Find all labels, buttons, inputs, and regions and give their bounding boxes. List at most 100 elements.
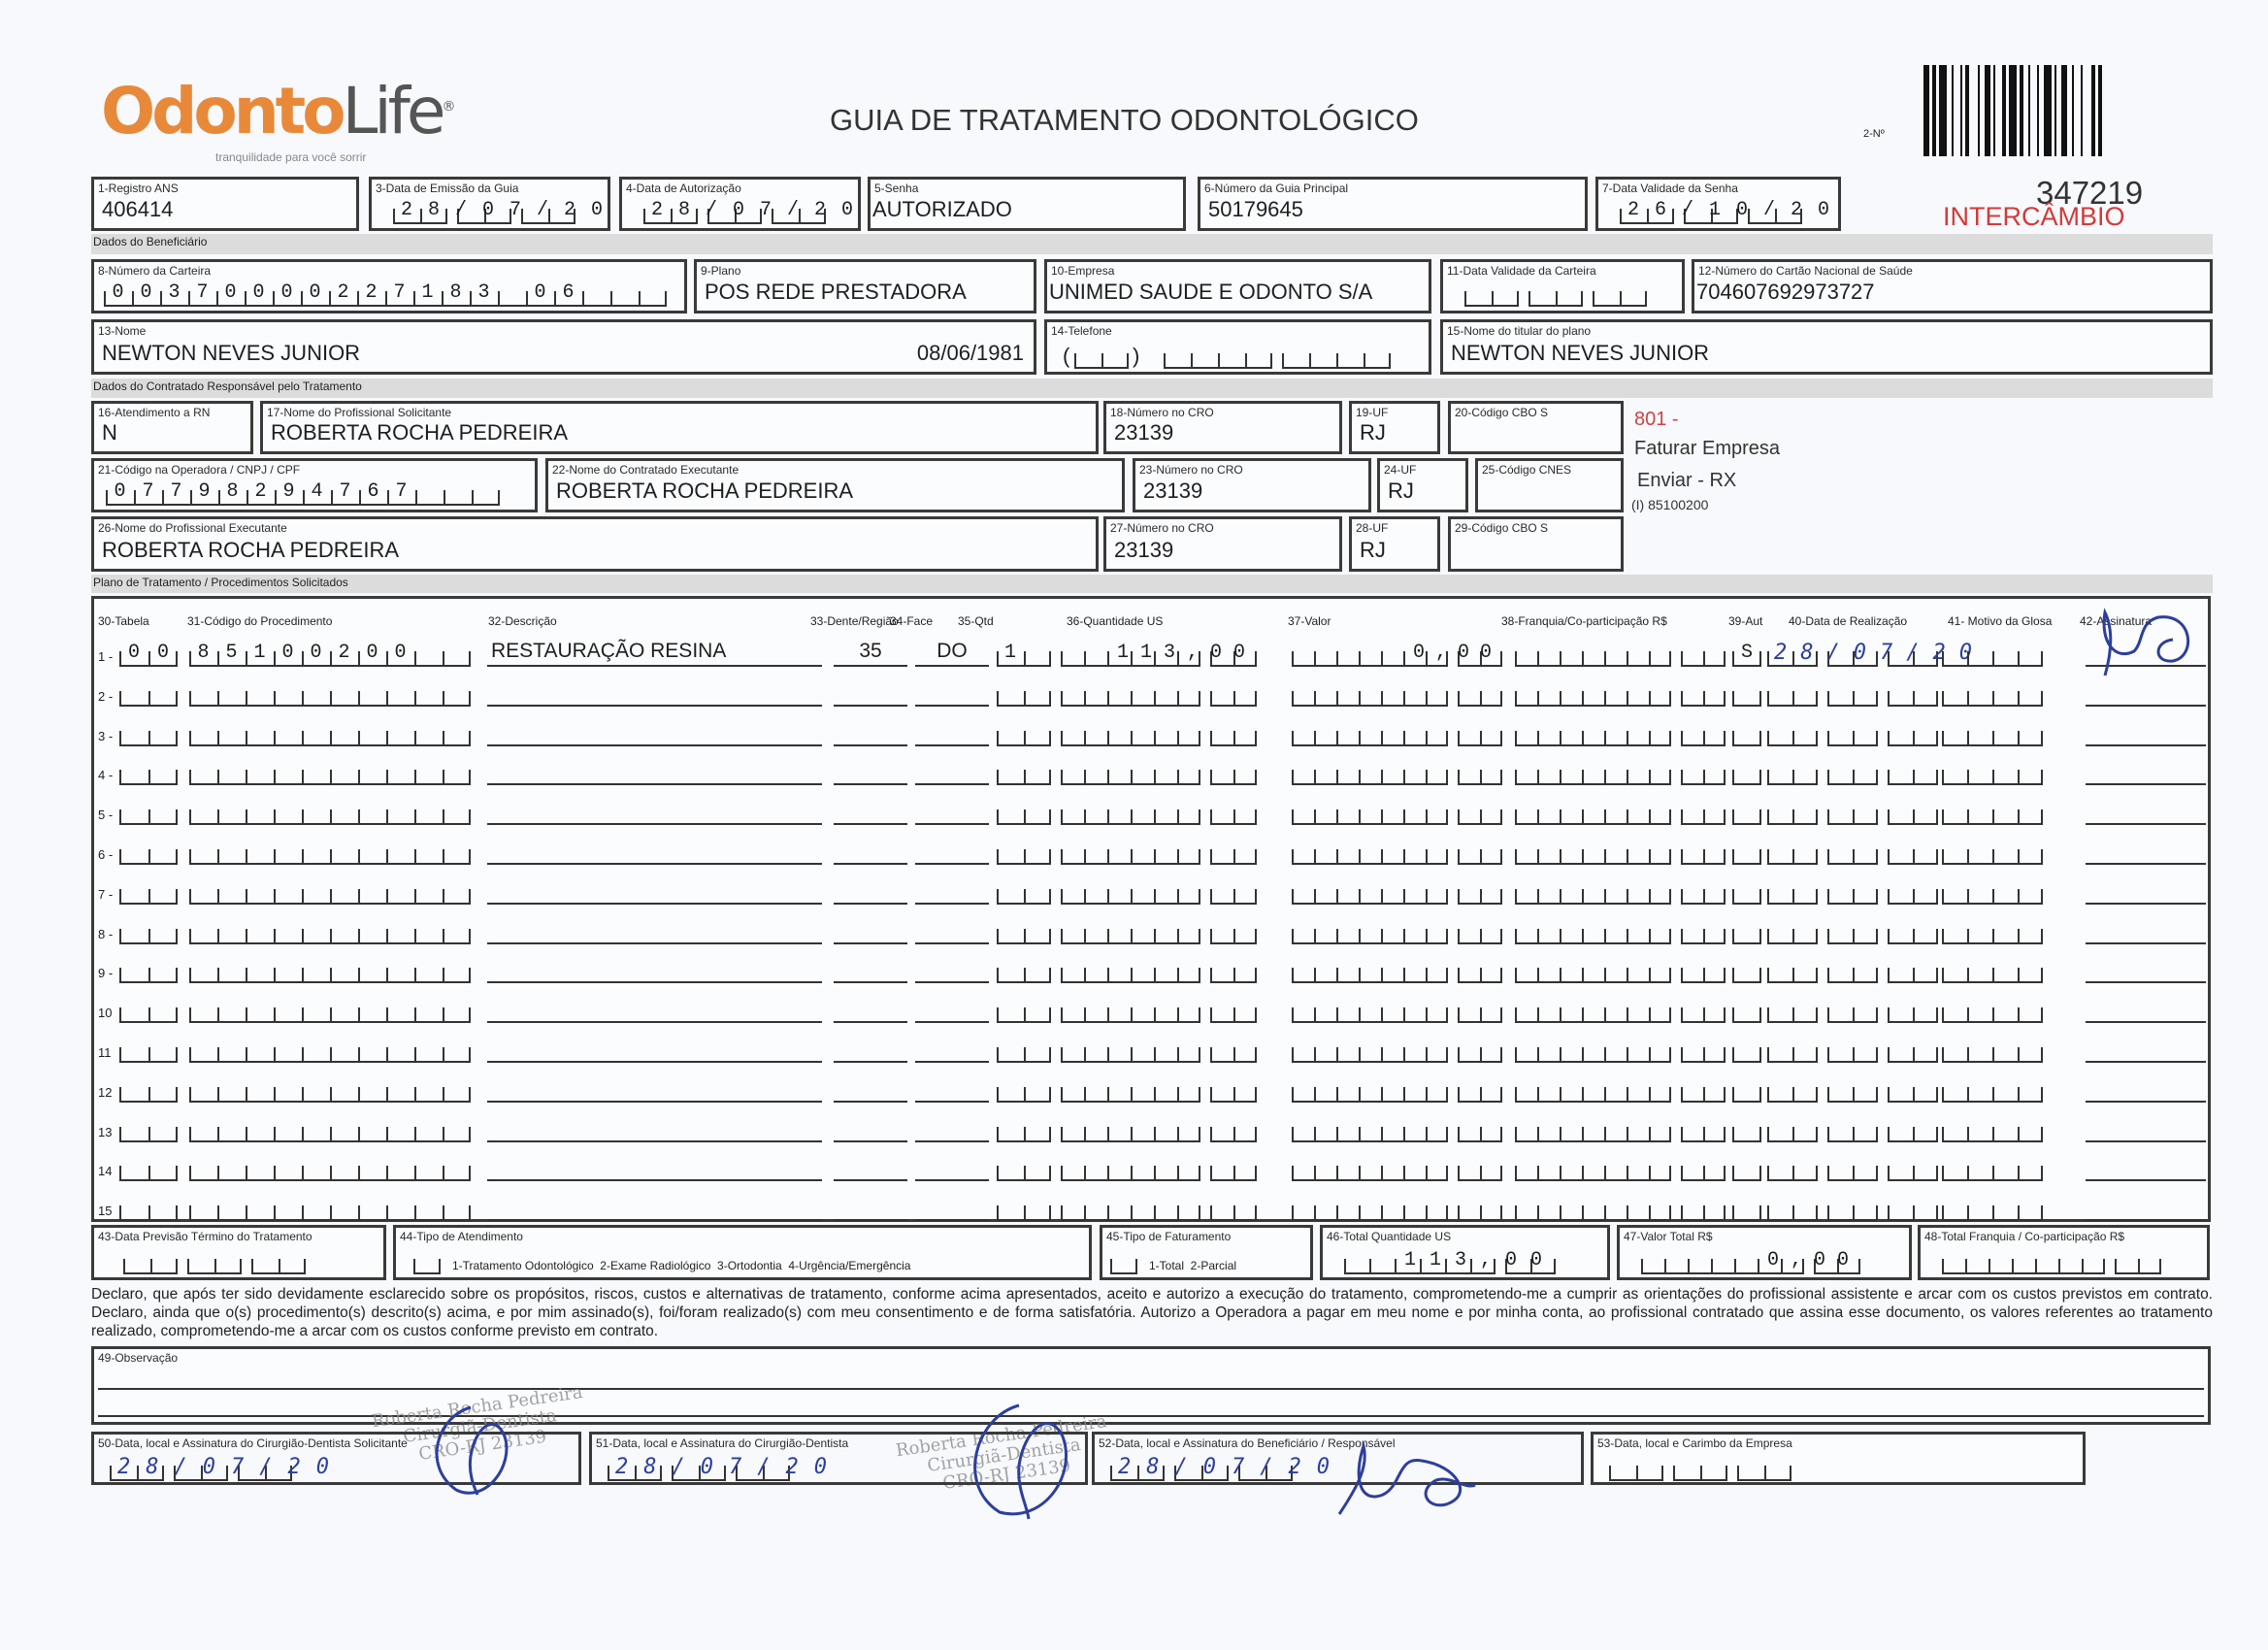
face-field[interactable] (915, 1219, 989, 1222)
data-field[interactable] (1767, 958, 1938, 984)
assinatura-field[interactable] (2086, 902, 2206, 905)
comb-field[interactable]: 00370000227183 06 (104, 281, 667, 307)
assinatura-field[interactable] (2086, 1219, 2206, 1222)
comb-field[interactable] (413, 1249, 441, 1274)
dente-field[interactable] (834, 1100, 907, 1103)
qtd-field[interactable] (997, 879, 1051, 905)
field-uf-28[interactable]: 28-UF RJ (1349, 516, 1440, 572)
assinatura-field[interactable] (2086, 823, 2206, 826)
motivo-field[interactable] (1942, 800, 2043, 826)
qtd-field[interactable] (997, 721, 1051, 746)
valor-field[interactable] (1292, 1038, 1502, 1063)
field-tipo-faturamento[interactable]: 45-Tipo de Faturamento 1-Total 2-Parcial (1100, 1225, 1313, 1280)
field-observacao[interactable]: 49-Observação (91, 1346, 2211, 1425)
descricao-field[interactable] (487, 1061, 822, 1063)
field-profissional-executante[interactable]: 26-Nome do Profissional Executante ROBERT… (91, 516, 1099, 572)
franquia-field[interactable] (1515, 760, 1726, 786)
qtd-field[interactable] (997, 1196, 1051, 1222)
field-guia-principal[interactable]: 6-Número da Guia Principal 50179645 (1198, 177, 1588, 231)
dente-field[interactable]: 35 (834, 640, 907, 667)
assinatura-field[interactable] (2086, 1061, 2206, 1063)
field-cartao-nacional-saude[interactable]: 12-Número do Cartão Nacional de Saúde 704… (1692, 259, 2213, 314)
motivo-field[interactable] (1942, 998, 2043, 1024)
codigo-field[interactable] (189, 800, 471, 826)
descricao-field[interactable] (487, 823, 822, 826)
franquia-field[interactable] (1515, 1156, 1726, 1182)
motivo-field[interactable] (1942, 1077, 2043, 1103)
descricao-field[interactable] (487, 941, 822, 944)
data-field[interactable] (1767, 1156, 1938, 1182)
dente-field[interactable] (834, 863, 907, 865)
qtd-field[interactable] (997, 840, 1051, 865)
field-data-autorizacao[interactable]: 4-Data de Autorização 28/07/20 (619, 177, 861, 231)
motivo-field[interactable] (1942, 721, 2043, 746)
data-field[interactable] (1767, 721, 1938, 746)
data-field[interactable] (1767, 1196, 1938, 1222)
data-field[interactable] (1767, 840, 1938, 865)
data-field[interactable] (1767, 919, 1938, 944)
us-field[interactable] (1061, 998, 1257, 1024)
qtd-field[interactable] (997, 1117, 1051, 1142)
aut-field[interactable] (1732, 1117, 1761, 1142)
motivo-field[interactable] (1942, 958, 2043, 984)
us-field[interactable] (1061, 879, 1257, 905)
assinatura-field[interactable] (2086, 783, 2206, 786)
aut-field[interactable]: S (1732, 642, 1761, 667)
field-assinatura-beneficiario[interactable]: 52-Data, local e Assinatura do Beneficiá… (1092, 1432, 1584, 1485)
field-uf-19[interactable]: 19-UF RJ (1349, 401, 1440, 454)
qtd-field[interactable] (997, 1077, 1051, 1103)
data-field[interactable] (1767, 998, 1938, 1024)
descricao-field[interactable] (487, 1179, 822, 1182)
descricao-field[interactable] (487, 1139, 822, 1142)
assinatura-field[interactable] (2086, 665, 2206, 667)
comb-field[interactable]: 28/07/20 (608, 1456, 827, 1481)
descricao-field[interactable] (487, 902, 822, 905)
franquia-field[interactable] (1515, 1077, 1726, 1103)
field-plano[interactable]: 9-Plano POS REDE PRESTADORA (694, 259, 1036, 314)
valor-field[interactable] (1292, 1156, 1502, 1182)
comb-field[interactable] (1464, 281, 1647, 307)
field-contratado-executante[interactable]: 22-Nome do Contratado Executante ROBERTA … (545, 458, 1125, 512)
field-cbo-29[interactable]: 29-Código CBO S (1448, 516, 1624, 572)
motivo-field[interactable] (1942, 1156, 2043, 1182)
franquia-field[interactable] (1515, 958, 1726, 984)
valor-field[interactable] (1292, 721, 1502, 746)
franquia-field[interactable] (1515, 1117, 1726, 1142)
face-field[interactable] (915, 1061, 989, 1063)
descricao-field[interactable] (487, 863, 822, 865)
descricao-field[interactable] (487, 1100, 822, 1103)
qtd-field[interactable] (997, 998, 1051, 1024)
valor-field[interactable] (1292, 1196, 1502, 1222)
descricao-field[interactable] (487, 1021, 822, 1024)
qtd-field[interactable] (997, 919, 1051, 944)
franquia-field[interactable] (1515, 642, 1726, 667)
us-field[interactable] (1061, 840, 1257, 865)
comb-field[interactable]: 07798294767 (106, 480, 500, 506)
motivo-field[interactable] (1942, 1196, 2043, 1222)
aut-field[interactable] (1732, 919, 1761, 944)
comb-field[interactable]: 28/07/20 (643, 199, 853, 224)
field-cro-27[interactable]: 27-Número no CRO 23139 (1103, 516, 1342, 572)
dente-field[interactable] (834, 1021, 907, 1024)
us-field[interactable] (1061, 760, 1257, 786)
dente-field[interactable] (834, 1179, 907, 1182)
descricao-field[interactable] (487, 981, 822, 984)
field-profissional-solicitante[interactable]: 17-Nome do Profissional Solicitante ROBER… (260, 401, 1099, 454)
tabela-field[interactable] (119, 1156, 178, 1182)
aut-field[interactable] (1732, 721, 1761, 746)
assinatura-field[interactable] (2086, 1179, 2206, 1182)
field-carimbo-empresa[interactable]: 53-Data, local e Carimbo da Empresa (1591, 1432, 2086, 1485)
aut-field[interactable] (1732, 879, 1761, 905)
codigo-field[interactable] (189, 958, 471, 984)
face-field[interactable] (915, 1021, 989, 1024)
data-field[interactable] (1767, 681, 1938, 707)
field-nome[interactable]: 13-Nome NEWTON NEVES JUNIOR 08/06/1981 (91, 319, 1036, 375)
dente-field[interactable] (834, 1219, 907, 1222)
descricao-field[interactable] (487, 1219, 822, 1222)
us-field[interactable] (1061, 1077, 1257, 1103)
dente-field[interactable] (834, 1061, 907, 1063)
tabela-field[interactable]: 00 (119, 642, 178, 667)
aut-field[interactable] (1732, 760, 1761, 786)
aut-field[interactable] (1732, 840, 1761, 865)
tabela-field[interactable] (119, 879, 178, 905)
